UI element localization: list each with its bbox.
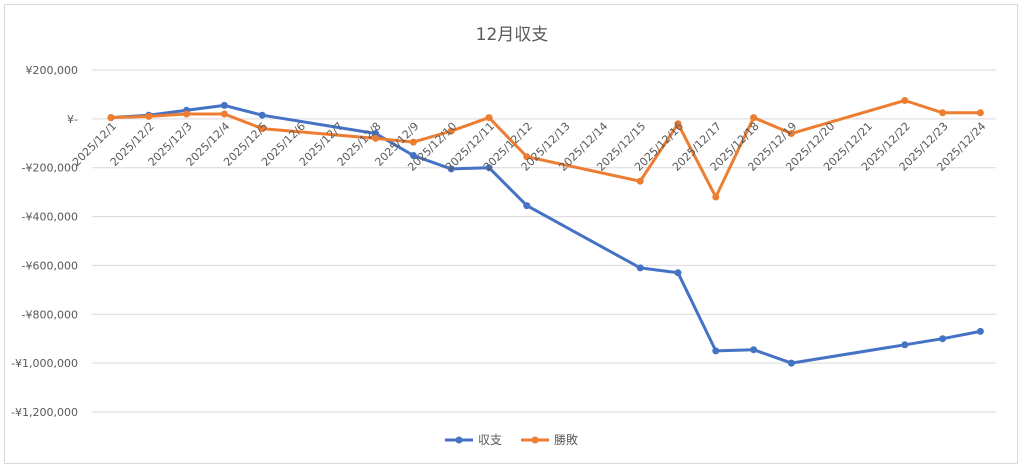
data-point [447,127,455,135]
data-point [220,110,228,118]
legend-marker [455,436,463,444]
data-point [787,359,795,367]
y-tick-label: -¥1,200,000 [11,406,78,419]
data-point [523,153,531,161]
y-tick-label: -¥200,000 [22,162,78,175]
gridlines [92,69,996,413]
series-shouhai [107,97,984,201]
data-point [636,177,644,185]
y-tick-label: -¥600,000 [22,259,78,272]
data-point [258,125,266,133]
legend-marker [531,436,539,444]
legend-label: 収支 [478,433,502,447]
data-point [901,341,909,349]
data-point [750,346,758,354]
series-lines [107,97,984,367]
y-axis-tick-labels: ¥200,000 ¥- -¥200,000 -¥400,000 -¥600,000 -¥8… [11,64,78,419]
data-point [674,269,682,277]
data-point [750,114,758,122]
data-point [901,97,909,104]
data-point [485,164,493,172]
legend-item: 収支 [445,433,502,447]
data-point [939,109,947,117]
data-point [674,120,682,128]
data-point [258,111,266,119]
data-point [712,193,720,201]
y-tick-label: -¥400,000 [22,211,78,224]
data-point [372,130,380,137]
data-point [636,264,644,272]
series-line [110,103,981,365]
legend-label: 勝敗 [554,432,578,447]
data-point [409,152,417,159]
x-axis-tick-labels: 2025/12/12025/12/22025/12/32025/12/42025… [70,120,988,174]
legend-item: 勝敗 [521,432,578,447]
y-tick-label: -¥1,000,000 [11,357,78,370]
y-tick-label: -¥800,000 [22,308,78,321]
data-point [409,138,417,146]
data-point [107,114,115,122]
data-point [712,347,720,355]
legend: 収支 勝敗 [445,432,578,447]
data-point [220,101,228,109]
data-point [145,112,153,120]
chart-title: 12月収支 [476,25,549,45]
data-point [523,202,531,210]
data-point [372,134,380,142]
data-point [787,130,795,137]
y-tick-label: ¥200,000 [26,64,79,77]
data-point [976,327,984,335]
series-line [110,99,981,199]
data-point [447,165,455,173]
chart-frame [4,4,1018,464]
data-point [183,110,191,118]
data-point [485,114,493,122]
data-point [976,109,984,117]
data-point [939,335,947,343]
y-tick-label: ¥- [67,113,78,126]
